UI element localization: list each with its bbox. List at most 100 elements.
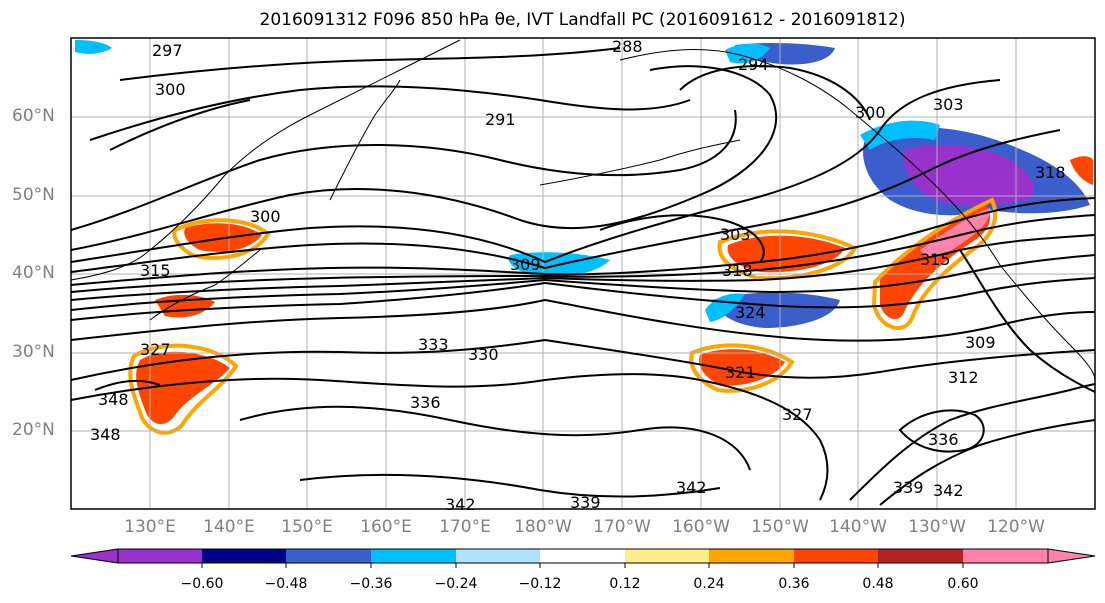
- colorbar-tick-marks: [201, 563, 964, 568]
- lon-label-140e: 140°E: [203, 517, 255, 537]
- colorbar-tick-label: 0.24: [693, 576, 725, 592]
- contour-label: 309: [510, 255, 541, 274]
- colorbar: [70, 548, 1096, 568]
- ivt-positive-patch-southwest: [136, 351, 230, 425]
- contour-line: [898, 409, 985, 453]
- contour-label: 336: [410, 393, 441, 412]
- contour-line: [70, 129, 1061, 273]
- ivt-positive-outline-southwest: [128, 343, 239, 435]
- colorbar-bin: [878, 549, 963, 563]
- lon-label-150w: 150°W: [751, 517, 809, 537]
- contour-label: 303: [720, 225, 751, 244]
- contour-label: 333: [418, 335, 449, 354]
- colorbar-bin: [709, 549, 794, 563]
- contour-label: 336: [928, 430, 959, 449]
- colorbar-extend-low: [70, 548, 119, 564]
- contour-label: 300: [155, 80, 186, 99]
- colorbar-tick-label: 0.60: [947, 576, 979, 592]
- contour-line: [70, 277, 1096, 321]
- contour-label: 339: [893, 478, 924, 497]
- colorbar-bin: [625, 549, 709, 563]
- colorbar-tick-label: −0.24: [434, 576, 478, 592]
- ivt-negative-light-north: [725, 43, 770, 64]
- contour-label: 318: [1035, 163, 1066, 182]
- contour-label: 315: [140, 261, 171, 280]
- ivt-positive-patch-east: [1070, 156, 1093, 185]
- contour-line: [679, 65, 871, 121]
- colorbar-tick-label: −0.36: [349, 576, 393, 592]
- lat-label-20n: 20°N: [12, 420, 55, 440]
- ivt-shading: [75, 40, 1093, 435]
- contour-label: 348: [98, 390, 129, 409]
- colorbar-bin: [456, 549, 540, 563]
- contour-line: [70, 373, 829, 501]
- map-frame: [70, 37, 1096, 510]
- theta-e-contours: [70, 47, 1096, 506]
- ivt-negative-edge-gulf-of-alaska: [860, 120, 940, 150]
- contour-line: [119, 47, 621, 81]
- contour-label: 327: [140, 340, 171, 359]
- contour-label: 288: [612, 37, 643, 56]
- contour-label: 321: [725, 363, 756, 382]
- contour-label: 315: [920, 250, 951, 269]
- contour-line: [299, 473, 721, 498]
- contour-line: [959, 249, 1096, 393]
- lon-label-130e: 130°E: [124, 517, 176, 537]
- lat-label-60n: 60°N: [12, 106, 55, 126]
- colorbar-bin: [202, 549, 286, 563]
- contour-label: 294: [738, 55, 769, 74]
- map-title: 2016091312 F096 850 hPa θe, IVT Landfall…: [259, 10, 906, 30]
- ivt-positive-outline-midpacific: [717, 229, 858, 281]
- contour-label: 300: [250, 207, 281, 226]
- contour-line: [70, 214, 1096, 293]
- contour-label: 300: [855, 103, 886, 122]
- contour-label: 318: [722, 261, 753, 280]
- ivt-positive-core-landfall: [920, 208, 991, 258]
- colorbar-bin: [286, 549, 371, 563]
- coastline-alaska: [619, 49, 851, 111]
- colorbar-tick-label: −0.12: [518, 576, 562, 592]
- lon-label-180w: 180°W: [514, 517, 572, 537]
- colorbar-bin: [118, 549, 202, 563]
- colorbar-bin: [540, 549, 625, 563]
- colorbar-tick-label: −0.60: [180, 576, 224, 592]
- contour-line: [599, 214, 765, 263]
- lon-label-170e: 170°E: [439, 517, 491, 537]
- colorbar-tick-label: −0.48: [264, 576, 308, 592]
- contour-line: [70, 79, 1001, 264]
- lat-label-30n: 30°N: [12, 342, 55, 362]
- coastline-kamchatka: [329, 79, 401, 201]
- lon-label-160w: 160°W: [672, 517, 730, 537]
- contour-label: 342: [445, 495, 476, 514]
- colorbar-tick-label: 0.48: [862, 576, 894, 592]
- contour-label: 342: [676, 478, 707, 497]
- lon-label-170w: 170°W: [593, 517, 651, 537]
- contour-line: [70, 254, 1096, 311]
- contour-line: [70, 338, 1096, 381]
- contour-label: 303: [933, 95, 964, 114]
- contour-line: [70, 109, 737, 231]
- lat-label-40n: 40°N: [12, 263, 55, 283]
- contour-label: 312: [948, 368, 979, 387]
- colorbar-bin: [371, 549, 456, 563]
- contour-label: 339: [570, 493, 601, 512]
- lon-label-150e: 150°E: [281, 517, 333, 537]
- lon-label-140w: 140°W: [829, 517, 887, 537]
- contour-label: 348: [90, 425, 121, 444]
- contour-line: [70, 65, 778, 251]
- ivt-positive-outline-subtropical: [689, 343, 795, 393]
- contour-label: 297: [152, 41, 183, 60]
- contour-labels: 297 288 294 300 291 303 300 300 303 309 …: [90, 37, 1066, 514]
- contour-line: [94, 379, 161, 391]
- contour-line: [239, 405, 751, 471]
- contour-line: [70, 298, 1096, 342]
- contour-label: 342: [933, 481, 964, 500]
- coastline-asia: [70, 39, 461, 281]
- contour-label: 291: [485, 110, 516, 129]
- colorbar-tick-label: 0.36: [778, 576, 810, 592]
- ivt-negative-patch-west-corner: [75, 40, 112, 54]
- contour-line: [89, 85, 691, 141]
- coastline-japan: [149, 249, 261, 321]
- ivt-negative-patch-central: [712, 292, 840, 328]
